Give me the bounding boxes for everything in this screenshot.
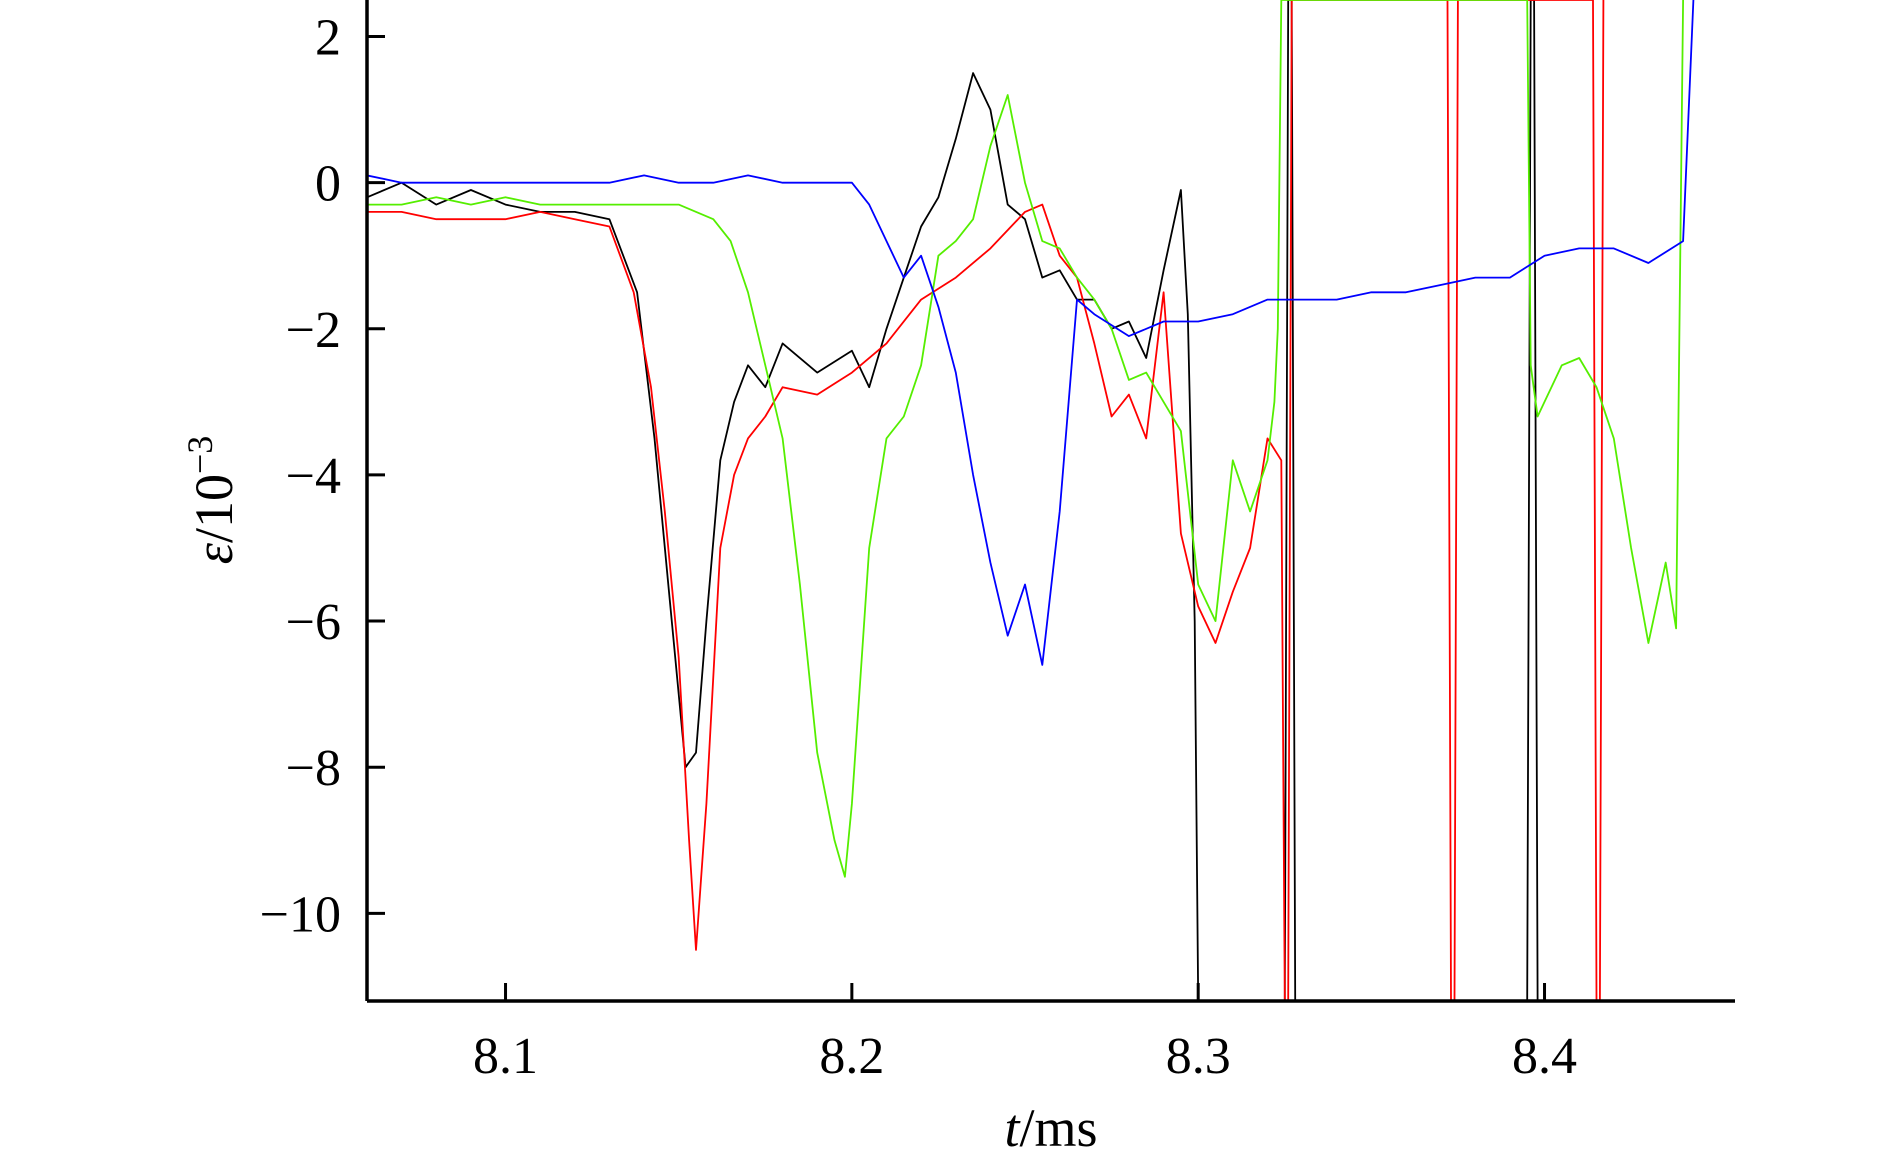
- series-line-4: [367, 0, 1695, 666]
- series-line-3: [367, 0, 1684, 878]
- y-tick-label: −10: [260, 886, 341, 943]
- x-ticks: 8.1 8.2 8.3 8.4: [473, 983, 1577, 1085]
- series-line-1: [367, 0, 1539, 1001]
- y-axis-label: ε/10−3: [180, 436, 244, 565]
- y-tick-label: −6: [286, 594, 341, 651]
- x-tick-label: 8.3: [1166, 1028, 1231, 1085]
- series-line-2: [367, 0, 1605, 1001]
- y-tick-label: −4: [286, 448, 341, 505]
- x-tick-label: 8.1: [473, 1028, 538, 1085]
- x-tick-label: 8.4: [1512, 1028, 1577, 1085]
- x-axis-label: t/ms: [1004, 1098, 1097, 1158]
- y-tick-label: −2: [286, 302, 341, 359]
- y-tick-label: 0: [315, 156, 341, 213]
- y-tick-label: −8: [286, 740, 341, 797]
- series-layer: [367, 0, 1695, 1001]
- y-ticks: 2 0 −2 −4 −6 −8 −10: [260, 10, 385, 943]
- y-tick-label: 2: [315, 10, 341, 67]
- x-tick-label: 8.2: [819, 1028, 884, 1085]
